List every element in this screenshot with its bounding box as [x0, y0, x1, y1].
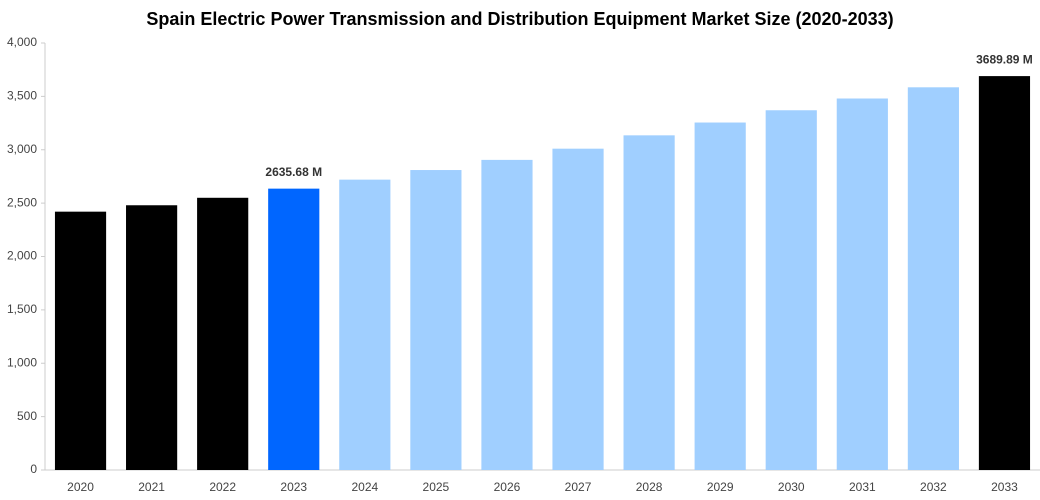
bar	[552, 148, 604, 470]
bar	[978, 76, 1031, 470]
y-tick-label: 3,500	[7, 89, 37, 103]
x-tick-label: 2031	[849, 480, 876, 494]
value-label: 3689.89 M	[976, 52, 1033, 66]
value-label: 2635.68 M	[265, 165, 322, 179]
y-tick-label: 3,000	[7, 142, 37, 156]
bar	[197, 197, 249, 470]
x-tick-label: 2028	[636, 480, 663, 494]
bar	[836, 98, 888, 470]
x-tick-label: 2024	[351, 480, 378, 494]
y-tick-label: 4,000	[7, 35, 37, 49]
bar	[481, 159, 533, 471]
x-tick-label: 2033	[991, 480, 1018, 494]
bar	[623, 135, 675, 470]
y-tick-label: 2,500	[7, 195, 37, 209]
x-tick-label: 2029	[707, 480, 734, 494]
bar	[907, 87, 959, 471]
bar	[765, 110, 817, 470]
x-tick-label: 2027	[565, 480, 592, 494]
x-tick-label: 2021	[138, 480, 165, 494]
bar	[268, 188, 320, 470]
x-tick-label: 2025	[423, 480, 450, 494]
x-tick-label: 2020	[67, 480, 94, 494]
y-tick-label: 500	[17, 409, 37, 423]
bar	[410, 170, 462, 470]
bar	[694, 122, 746, 470]
y-tick-label: 0	[30, 462, 37, 476]
x-tick-label: 2022	[209, 480, 236, 494]
bar	[54, 211, 107, 471]
x-tick-label: 2032	[920, 480, 947, 494]
x-tick-label: 2030	[778, 480, 805, 494]
chart-title: Spain Electric Power Transmission and Di…	[146, 9, 893, 29]
x-tick-label: 2023	[280, 480, 307, 494]
y-tick-label: 2,000	[7, 249, 37, 263]
bar	[339, 179, 391, 470]
y-tick-label: 1,000	[7, 355, 37, 369]
y-tick-label: 1,500	[7, 302, 37, 316]
x-tick-label: 2026	[494, 480, 521, 494]
bar	[126, 205, 178, 470]
